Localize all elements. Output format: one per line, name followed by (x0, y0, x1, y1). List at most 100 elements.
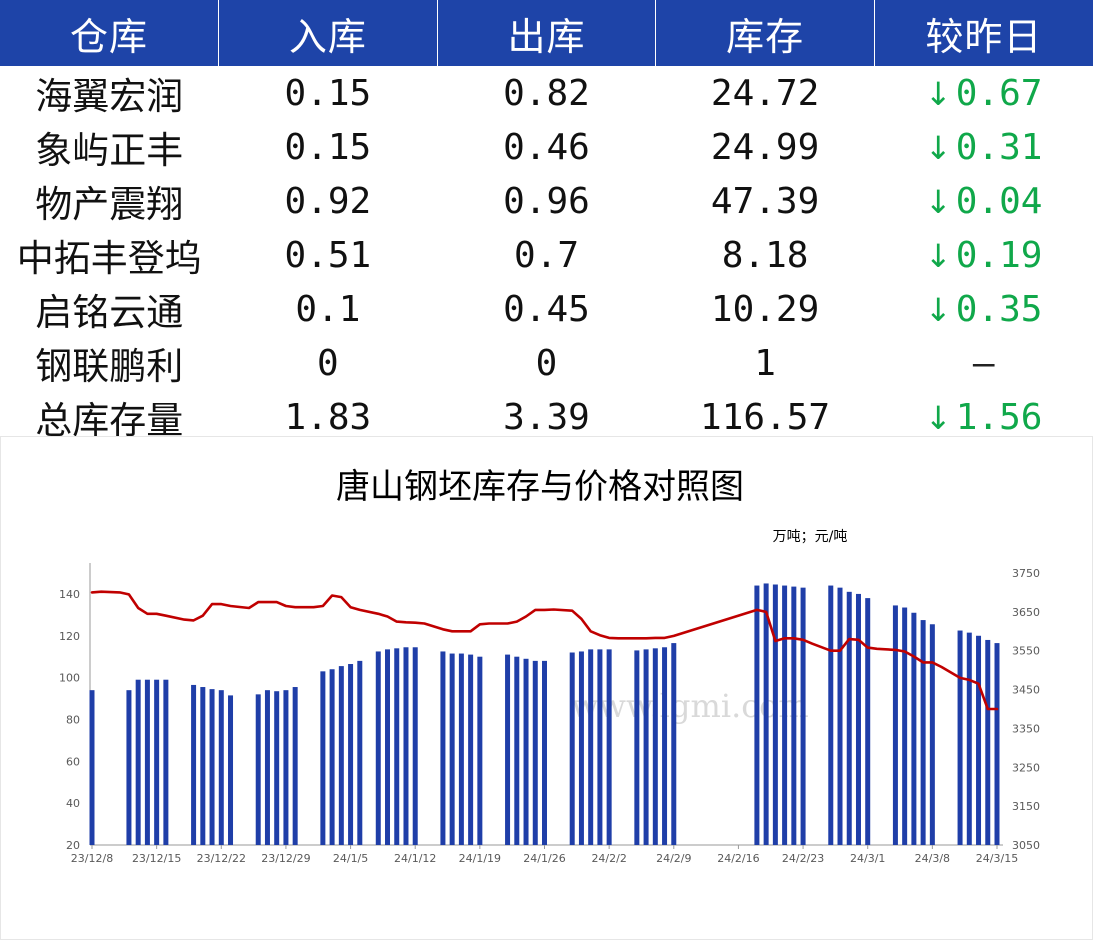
y-right-tick-label: 3450 (1012, 684, 1040, 697)
inventory-bar (782, 585, 788, 845)
inventory-bar (412, 647, 418, 845)
inventory-bar (200, 687, 206, 845)
x-tick-label: 24/1/5 (333, 852, 368, 865)
outbound-cell: 0.45 (503, 288, 590, 330)
x-tick-label: 24/1/26 (523, 852, 565, 865)
inventory-table: 仓库 入库 出库 库存 较昨日 海翼宏润 0.15 0.82 24.72 ↓ 0.67 象屿… (0, 0, 1093, 444)
inventory-bar (385, 649, 391, 845)
table-row: 中拓丰登坞 0.51 0.7 8.18 ↓ 0.19 (0, 228, 1093, 282)
chart-area: 唐山钢坯库存与价格对照图 万吨；元/吨 www.lgmi.com 20 40 60 8… (0, 436, 1093, 941)
inventory-bar (191, 684, 197, 845)
inventory-bar (671, 643, 677, 845)
table-row: 总库存量 1.83 3.39 116.57 ↓ 1.56 (0, 390, 1093, 444)
inventory-bar (902, 607, 908, 845)
inventory-bar (505, 654, 511, 845)
inventory-bar (976, 635, 982, 845)
stock-cell: 24.72 (710, 72, 820, 114)
x-tick-label: 23/12/22 (197, 852, 246, 865)
plot-layer: 20 40 60 80 100 120 140 3050 3150 3250 3350 3450 355… (59, 563, 1040, 865)
inventory-bar (218, 690, 224, 845)
inventory-bar (588, 649, 594, 845)
inventory-bar (209, 689, 215, 845)
header-out: 出库 (437, 0, 657, 66)
change-value: 0.31 (955, 126, 1043, 168)
change-cell: ↓ 0.31 (874, 120, 1093, 174)
y-right-tick-label: 3150 (1012, 800, 1040, 813)
inventory-bar (523, 658, 529, 845)
table-row: 象屿正丰 0.15 0.46 24.99 ↓ 0.31 (0, 120, 1093, 174)
inventory-bar (329, 669, 335, 845)
x-tick-label: 24/1/19 (459, 852, 501, 865)
stock-cell: 47.39 (710, 180, 820, 222)
inventory-bar (800, 587, 806, 845)
inventory-bar (228, 695, 234, 845)
inventory-bar (865, 598, 871, 845)
inventory-bar (643, 649, 649, 845)
x-tick-label: 23/12/29 (261, 852, 310, 865)
inventory-bar (403, 647, 409, 845)
table-row: 启铭云通 0.1 0.45 10.29 ↓ 0.35 (0, 282, 1093, 336)
outbound-cell: 0.96 (503, 180, 590, 222)
change-cell: ↓ 0.67 (874, 66, 1093, 120)
arrow-down-icon: ↓ (924, 182, 952, 221)
inventory-bar (846, 591, 852, 845)
inventory-bar (440, 651, 446, 845)
inventory-bar (662, 647, 668, 845)
change-cell: ↓ 0.04 (874, 174, 1093, 228)
inventory-bar (274, 691, 280, 845)
inventory-bar (154, 679, 160, 845)
inbound-cell: 0.51 (284, 234, 372, 276)
y-right-tick-label: 3250 (1012, 761, 1040, 774)
warehouse-name-cell: 海翼宏润 (35, 75, 184, 118)
change-cell: ↓ 0.35 (874, 282, 1093, 336)
inventory-bar (163, 679, 169, 845)
x-tick-label: 23/12/15 (132, 852, 181, 865)
outbound-cell: 0.82 (503, 72, 590, 114)
change-value: 0.19 (955, 234, 1043, 276)
y-left-tick-label: 100 (59, 672, 80, 685)
inventory-bar (911, 612, 917, 845)
inventory-bar (985, 639, 991, 845)
x-tick-label: 24/2/9 (656, 852, 691, 865)
inventory-bar (292, 687, 298, 845)
x-tick-label: 24/2/16 (717, 852, 759, 865)
y-left-tick-label: 140 (59, 588, 80, 601)
stock-cell: 24.99 (710, 126, 820, 168)
inventory-bar (791, 586, 797, 845)
x-tick-label: 24/3/1 (850, 852, 885, 865)
inventory-bar (920, 620, 926, 845)
x-tick-label: 24/2/23 (782, 852, 824, 865)
inbound-cell: 0.1 (295, 288, 361, 330)
inventory-bar (532, 660, 538, 845)
unit-label: 万吨；元/吨 (773, 529, 848, 545)
arrow-down-icon: ↓ (924, 236, 952, 275)
stock-cell: 8.18 (721, 234, 809, 276)
outbound-cell: 0.46 (503, 126, 590, 168)
inventory-bar (597, 649, 603, 845)
outbound-cell: 3.39 (503, 396, 590, 438)
outbound-cell: 0 (535, 342, 558, 384)
table-row: 海翼宏润 0.15 0.82 24.72 ↓ 0.67 (0, 66, 1093, 120)
price-line (90, 590, 999, 711)
y-left-tick-label: 20 (66, 839, 80, 852)
inventory-bar (357, 660, 363, 845)
inventory-bar (283, 690, 289, 845)
warehouse-name-cell: 物产震翔 (35, 183, 184, 226)
y-right-tick-label: 3050 (1012, 839, 1040, 852)
inventory-bar (375, 651, 381, 845)
inventory-bar (569, 652, 575, 845)
arrow-down-icon: ↓ (924, 128, 952, 167)
inventory-bar (578, 651, 584, 845)
x-tick-label: 24/3/15 (976, 852, 1018, 865)
y-right-tick-label: 3650 (1012, 606, 1040, 619)
inventory-bar (135, 679, 141, 845)
stock-cell: 10.29 (710, 288, 820, 330)
warehouse-name-cell: 象屿正丰 (35, 129, 184, 172)
inventory-bar (394, 648, 400, 845)
header-change: 较昨日 (874, 0, 1093, 66)
stock-cell: 116.57 (700, 396, 831, 438)
change-value: 0.04 (955, 180, 1043, 222)
inventory-bar (320, 671, 326, 845)
inventory-bar (89, 690, 95, 845)
warehouse-name-cell: 中拓丰登坞 (16, 237, 202, 280)
